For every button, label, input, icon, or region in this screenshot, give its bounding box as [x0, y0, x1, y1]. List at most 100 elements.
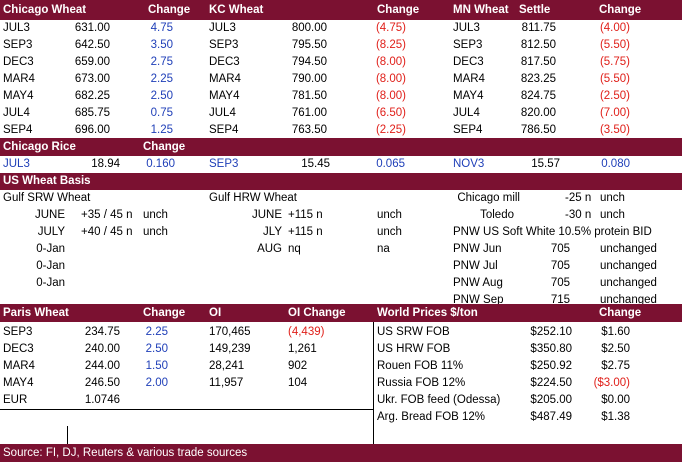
mn-month: SEP4 — [453, 124, 483, 136]
hrw-basis-value: nq — [288, 243, 301, 255]
pnw-value: 715 — [550, 294, 570, 306]
rice-price-2: 15.45 — [301, 158, 330, 170]
kc-month: MAR4 — [209, 73, 241, 85]
world-price-change: $2.75 — [601, 360, 630, 372]
kc-month: DEC3 — [209, 56, 240, 68]
mn-month: JUL4 — [453, 107, 480, 119]
gulf-srw-label: Gulf SRW Wheat — [3, 192, 91, 204]
kc-price: 794.50 — [291, 56, 327, 68]
hrw-basis-month: JUNE — [251, 209, 282, 221]
chicago-change: 4.75 — [150, 22, 173, 34]
srw-basis-month: 0-Jan — [36, 260, 65, 272]
pnw-value: 705 — [550, 260, 570, 272]
kc-price: 795.50 — [291, 39, 327, 51]
srw-basis-month: JUNE — [34, 209, 65, 221]
paris-month: SEP3 — [3, 326, 33, 338]
pnw-month: PNW Sep — [453, 294, 504, 306]
rice-change-header: Change — [143, 141, 186, 153]
mn-change: (5.50) — [599, 39, 630, 51]
kc-change: (8.00) — [375, 90, 406, 102]
kc-month: SEP4 — [209, 124, 239, 136]
chicago-price: 673.00 — [74, 73, 110, 85]
paris-change: 2.50 — [145, 343, 168, 355]
pnw-change: unchanged — [600, 243, 657, 255]
pnw-change: unchanged — [600, 260, 657, 272]
hrw-basis-value: +115 n — [288, 209, 323, 221]
pnw-change: unchanged — [600, 277, 657, 289]
chicago-change: 3.50 — [150, 39, 173, 51]
footer-band — [0, 444, 682, 462]
pnw-value: 705 — [550, 277, 570, 289]
world-change-header: Change — [599, 307, 642, 319]
paris-change: 2.00 — [145, 377, 168, 389]
paris-oi-header: OI — [209, 307, 222, 319]
world-price-value: $250.92 — [530, 360, 572, 372]
chicago-mill-label: Chicago mill — [457, 192, 520, 204]
pnw-month: PNW Aug — [453, 277, 503, 289]
hrw-basis-month: JLY — [263, 226, 282, 238]
paris-oi: 170,465 — [209, 326, 251, 338]
world-price-value: $487.49 — [530, 411, 572, 423]
chicago-change: 2.25 — [150, 73, 173, 85]
rice-change-2: 0.065 — [376, 158, 405, 170]
world-price-name: Arg. Bread FOB 12% — [377, 411, 486, 423]
mn-price: 786.50 — [520, 124, 556, 136]
chicago-wheat-header: Chicago Wheat — [3, 4, 87, 16]
rice-change-3: 0.080 — [601, 158, 630, 170]
kc-change: (4.75) — [375, 22, 406, 34]
srw-basis-value: +40 / 45 n — [81, 226, 133, 238]
futures-header-band — [0, 0, 682, 20]
mn-price: 824.75 — [520, 90, 556, 102]
srw-basis-change: unch — [143, 226, 168, 238]
mn-price: 820.00 — [520, 107, 556, 119]
kc-change: (2.25) — [375, 124, 406, 136]
mn-price: 812.50 — [520, 39, 556, 51]
kc-month: JUL3 — [209, 22, 236, 34]
paris-oi-change: 1,261 — [288, 343, 317, 355]
divider — [67, 426, 68, 444]
rice-price-1: 18.94 — [91, 158, 120, 170]
kc-month: MAY4 — [209, 90, 240, 102]
mn-change: (4.00) — [599, 22, 630, 34]
world-price-name: Ukr. FOB feed (Odessa) — [377, 394, 501, 406]
chicago-month: JUL3 — [3, 22, 30, 34]
paris-change-header: Change — [143, 307, 186, 319]
mn-month: DEC3 — [453, 56, 484, 68]
paris-month: MAR4 — [3, 360, 35, 372]
paris-oi-change-header: OI Change — [288, 307, 346, 319]
paris-change: 2.25 — [145, 326, 168, 338]
paris-price: 246.50 — [84, 377, 120, 389]
chicago-month: MAY4 — [3, 90, 34, 102]
paris-price: 240.00 — [84, 343, 120, 355]
pnw-change: unchanged — [600, 294, 657, 306]
mn-change-header: Change — [599, 4, 642, 16]
chicago-month: JUL4 — [3, 107, 30, 119]
world-price-change: $1.38 — [601, 411, 630, 423]
paris-month: DEC3 — [3, 343, 34, 355]
kc-price: 781.50 — [291, 90, 327, 102]
hrw-basis-month: AUG — [257, 243, 282, 255]
chicago-month: SEP3 — [3, 39, 33, 51]
world-price-name: Rouen FOB 11% — [377, 360, 464, 372]
hrw-basis-change: na — [377, 243, 390, 255]
paris-price: 234.75 — [84, 326, 120, 338]
paris-header-band — [0, 304, 682, 322]
kc-change: (8.25) — [375, 39, 406, 51]
chicago-change: 2.75 — [150, 56, 173, 68]
kc-change: (8.00) — [375, 73, 406, 85]
rice-month-3: NOV3 — [453, 158, 485, 170]
basis-header-band — [0, 173, 682, 190]
chicago-price: 685.75 — [74, 107, 110, 119]
rice-header-band — [0, 138, 682, 156]
world-price-value: $224.50 — [530, 377, 572, 389]
source-note: Source: FI, DJ, Reuters & various trade … — [3, 447, 248, 459]
srw-basis-change: unch — [143, 209, 168, 221]
chicago-month: DEC3 — [3, 56, 34, 68]
world-price-name: US HRW FOB — [377, 343, 451, 355]
paris-wheat-header: Paris Wheat — [3, 307, 69, 319]
paris-oi: 28,241 — [209, 360, 245, 372]
paris-oi: 149,239 — [209, 343, 251, 355]
srw-basis-month: 0-Jan — [36, 277, 65, 289]
toledo-label: Toledo — [480, 209, 514, 221]
mn-change: (3.50) — [599, 124, 630, 136]
